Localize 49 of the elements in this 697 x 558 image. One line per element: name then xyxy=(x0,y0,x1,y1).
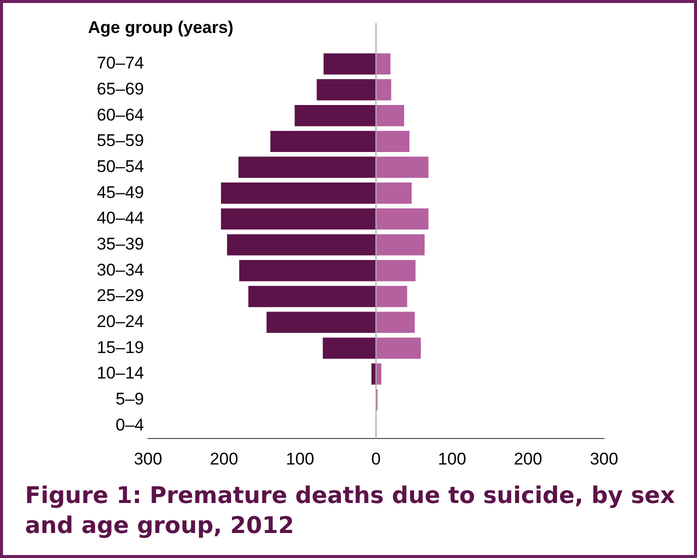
y-axis-title: Age group (years) xyxy=(88,18,234,38)
bar xyxy=(322,338,376,359)
y-tick-label: 15–19 xyxy=(96,338,144,357)
text: Figure 1: Premature deaths due to suicide, by sex and age group, 2012 xyxy=(25,482,676,541)
bar xyxy=(376,234,425,256)
bar xyxy=(376,208,428,230)
bar xyxy=(376,286,408,308)
x-tick-label: 100 xyxy=(438,449,466,468)
y-tick-label: 55–59 xyxy=(96,131,144,150)
y-tick-label: 50–54 xyxy=(96,156,144,176)
x-tick-label: 300 xyxy=(134,449,162,468)
y-tick-label: 10–14 xyxy=(96,364,144,383)
y-tick-label: 70–74 xyxy=(96,54,144,73)
bar xyxy=(220,182,376,204)
y-tick-label: 40–44 xyxy=(96,208,144,228)
y-tick-label: 45–49 xyxy=(96,182,144,202)
bar xyxy=(248,286,376,308)
bar xyxy=(376,312,415,333)
bar xyxy=(220,208,376,230)
bar xyxy=(376,105,404,126)
bar xyxy=(376,156,428,178)
bar xyxy=(376,182,412,204)
bar xyxy=(376,338,421,359)
bar xyxy=(376,260,416,282)
x-tick-label: 100 xyxy=(286,449,314,468)
bar xyxy=(239,260,376,282)
bar xyxy=(324,53,376,75)
bar xyxy=(376,79,392,100)
bar xyxy=(376,363,382,385)
x-tick-label: 200 xyxy=(514,449,542,468)
y-tick-label: 35–39 xyxy=(96,234,144,254)
bar xyxy=(227,234,376,256)
y-tick-label: 65–69 xyxy=(96,79,144,98)
bar xyxy=(376,130,410,152)
bar xyxy=(270,130,376,152)
bar xyxy=(294,105,376,126)
bar xyxy=(238,156,376,178)
x-tick-label: 300 xyxy=(590,449,618,468)
y-tick-label: 0–4 xyxy=(116,415,144,434)
bar xyxy=(266,312,376,333)
y-tick-label: 30–34 xyxy=(96,260,144,280)
bar xyxy=(376,53,390,75)
y-tick-label: 5–9 xyxy=(116,390,144,409)
x-tick-label: 0 xyxy=(371,449,381,468)
y-tick-label: 20–24 xyxy=(96,312,144,332)
y-tick-label: 60–64 xyxy=(96,105,144,124)
y-tick-label: 25–29 xyxy=(96,286,144,306)
x-tick-label: 200 xyxy=(210,449,238,468)
bar xyxy=(316,79,376,100)
